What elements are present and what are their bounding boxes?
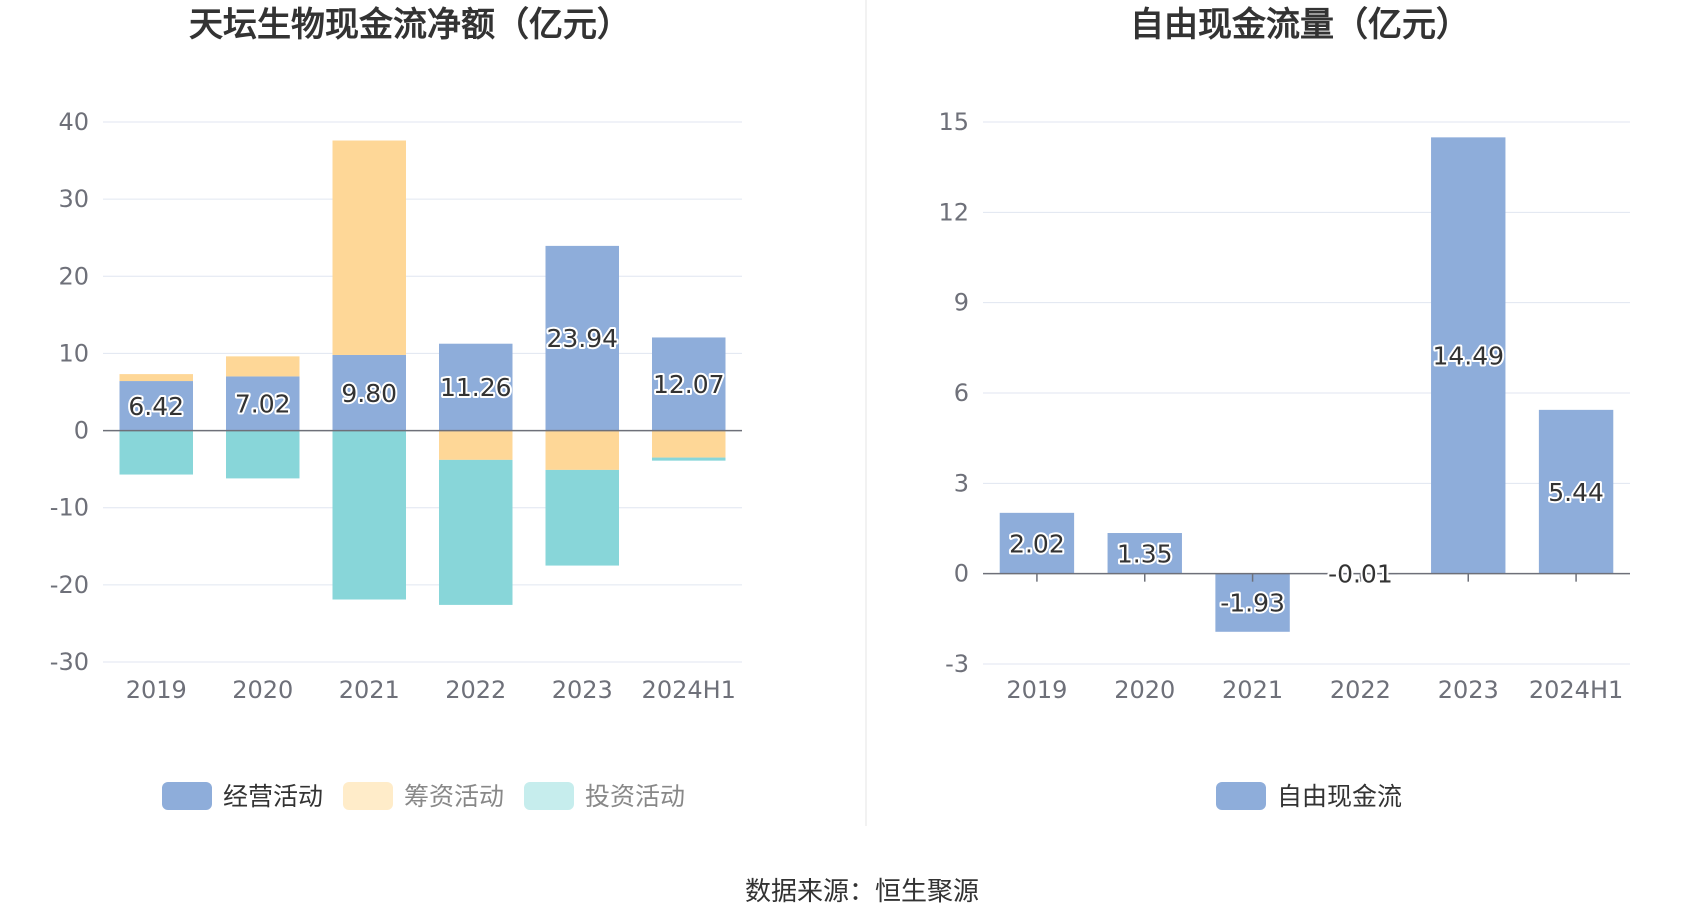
x-tick-label: 2019	[1006, 676, 1067, 704]
bar-投资活动-2019	[119, 430, 193, 475]
bar-投资活动-2022	[439, 459, 513, 605]
x-tick-label: 2023	[1438, 676, 1499, 704]
x-tick-label: 2021	[1222, 676, 1283, 704]
data-label: 2.02	[1009, 529, 1065, 558]
y-tick-label: 9	[954, 289, 969, 317]
bar-筹资活动-2021	[332, 140, 406, 355]
chart-title: 自由现金流量（亿元）	[1130, 5, 1470, 45]
bar-自由现金流-2023	[1431, 137, 1506, 574]
y-tick-label: 3	[954, 469, 969, 497]
data-label: -1.93	[1220, 589, 1285, 618]
x-tick-label: 2023	[552, 676, 613, 704]
bar-筹资活动-2024H1	[652, 430, 726, 458]
y-tick-label: -10	[50, 494, 89, 522]
x-tick-label: 2024H1	[1529, 676, 1623, 704]
data-label: 11.26	[440, 373, 512, 402]
bar-自由现金流-2020	[1107, 533, 1182, 574]
data-label: 9.80	[341, 379, 397, 408]
x-tick-label: 2024H1	[642, 676, 736, 704]
legend-swatch-经营活动	[162, 782, 212, 810]
bar-投资活动-2021	[332, 430, 406, 600]
bar-筹资活动-2020	[226, 356, 300, 377]
y-tick-label: 30	[58, 185, 89, 213]
y-tick-label: 15	[938, 108, 969, 136]
data-label: 6.42	[128, 392, 184, 421]
y-tick-label: 6	[954, 379, 969, 407]
bar-筹资活动-2019	[119, 374, 193, 382]
legend-label: 自由现金流	[1277, 782, 1402, 811]
y-tick-label: -30	[50, 648, 89, 676]
bar-经营活动-2023	[545, 245, 619, 431]
bar-经营活动-2020	[226, 376, 300, 431]
x-tick-label: 2022	[445, 676, 506, 704]
y-tick-label: 20	[58, 262, 89, 290]
cash-flow-net-chart: 天坛生物现金流净额（亿元） 40 30 20 10 0 -10 -20 -30 6.42 7.02 9…	[50, 5, 742, 811]
x-tick-label: 2020	[1114, 676, 1175, 704]
legend-swatch-投资活动	[524, 782, 574, 810]
data-label: -0.01	[1328, 560, 1393, 589]
y-tick-label: -20	[50, 571, 89, 599]
bar-经营活动-2021	[332, 354, 406, 431]
data-label: 5.44	[1548, 478, 1604, 507]
data-label: 1.35	[1117, 539, 1173, 568]
free-cash-flow-chart: 自由现金流量（亿元） 15 12 9 6 3 0 -3 2.02 1.35 -1.93 -0.01 14…	[938, 5, 1630, 811]
data-source-note: 数据来源：恒生聚源	[745, 877, 979, 907]
data-label: 7.02	[235, 389, 291, 418]
y-tick-label: 0	[74, 417, 89, 445]
chart-title: 天坛生物现金流净额（亿元）	[189, 5, 631, 45]
bar-投资活动-2024H1	[652, 457, 726, 461]
y-tick-label: 40	[58, 108, 89, 136]
y-tick-label: 12	[938, 198, 969, 226]
legend-swatch-自由现金流	[1216, 782, 1266, 810]
bar-投资活动-2020	[226, 430, 300, 479]
bar-投资活动-2023	[545, 469, 619, 566]
legend-label: 筹资活动	[404, 782, 504, 811]
data-label: 14.49	[1432, 342, 1504, 371]
bar-经营活动-2022	[439, 343, 513, 431]
bar-筹资活动-2023	[545, 430, 619, 470]
y-tick-label: 10	[58, 339, 89, 367]
bar-自由现金流-2024H1	[1538, 409, 1614, 574]
legend-label: 经营活动	[223, 782, 323, 811]
x-tick-label: 2020	[232, 676, 293, 704]
data-label: 12.07	[653, 370, 725, 399]
legend-label: 投资活动	[585, 782, 685, 811]
y-tick-label: -3	[945, 650, 969, 678]
bar-自由现金流-2021	[1215, 573, 1290, 632]
data-label: 23.94	[546, 324, 618, 353]
x-tick-label: 2019	[126, 676, 187, 704]
bar-筹资活动-2022	[439, 430, 513, 460]
bar-自由现金流-2019	[999, 512, 1075, 574]
bar-经营活动-2019	[119, 381, 193, 431]
y-tick-label: 0	[954, 560, 969, 588]
legend-swatch-筹资活动	[343, 782, 393, 810]
x-tick-label: 2021	[339, 676, 400, 704]
bar-经营活动-2024H1	[652, 337, 726, 431]
x-tick-label: 2022	[1330, 676, 1391, 704]
